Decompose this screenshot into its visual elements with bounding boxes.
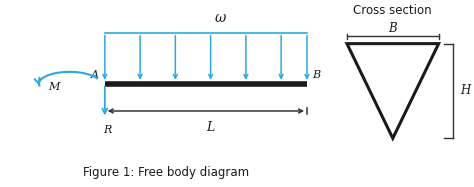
Text: A: A: [91, 70, 99, 80]
Text: M: M: [48, 82, 59, 92]
Text: B: B: [313, 70, 321, 80]
Text: H: H: [460, 85, 470, 97]
Text: ω: ω: [214, 11, 226, 25]
Text: L: L: [207, 121, 215, 134]
Text: B: B: [389, 22, 397, 36]
Text: R: R: [103, 125, 111, 135]
Text: Cross section: Cross section: [354, 4, 432, 17]
Text: Figure 1: Free body diagram: Figure 1: Free body diagram: [83, 166, 249, 179]
